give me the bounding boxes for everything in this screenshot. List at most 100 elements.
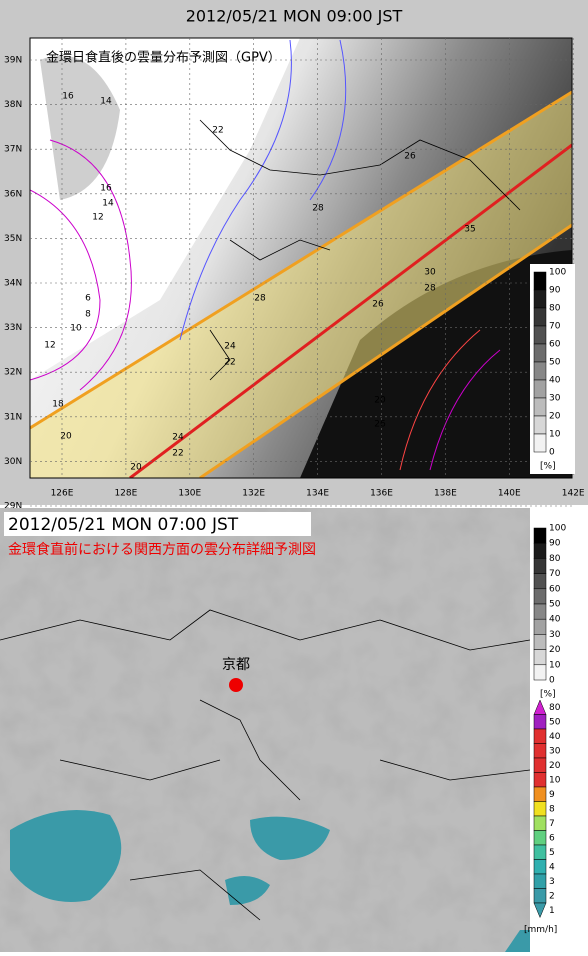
- contour-label: 14: [102, 199, 114, 209]
- lon-label: 142E: [562, 489, 585, 499]
- legend-unit: [%]: [540, 462, 556, 472]
- legend-tick: 4: [549, 862, 555, 872]
- top-title: 2012/05/21 MON 09:00 JST: [186, 7, 403, 26]
- legend-cell: [533, 888, 547, 904]
- legend-cell: [533, 859, 547, 875]
- legend-tick: 70: [549, 322, 561, 332]
- legend-cell: [533, 664, 547, 681]
- legend-tick: 70: [549, 569, 561, 579]
- legend-cell: [533, 634, 547, 650]
- bottom-map: [0, 508, 530, 952]
- legend-tick: 10: [549, 775, 561, 785]
- legend-cell: [533, 902, 547, 919]
- legend-tick: 6: [549, 833, 555, 843]
- legend-tick: 100: [549, 268, 566, 278]
- legend-cell: [533, 830, 547, 846]
- legend-tick: 1: [549, 906, 555, 916]
- legend-cell: [533, 603, 547, 620]
- bottom-subtitle: 金環食直前における関西方面の雲分布詳細予測図: [8, 541, 316, 558]
- legend-tick: 30: [549, 630, 561, 640]
- lon-label: 128E: [114, 489, 137, 499]
- lat-label: 39N: [4, 56, 22, 66]
- lat-label: 32N: [4, 368, 22, 378]
- legend-cell: [533, 772, 547, 788]
- contour-label: 20: [374, 396, 386, 406]
- lat-label: 35N: [4, 234, 22, 244]
- contour-label: 30: [424, 268, 436, 278]
- top-map: [30, 38, 572, 478]
- contour-label: 22: [172, 449, 183, 459]
- legend-tick: 90: [549, 286, 561, 296]
- contour-label: 22: [224, 358, 235, 368]
- legend-cell: [533, 649, 547, 666]
- contour-label: 28: [312, 204, 324, 214]
- contour-label: 20: [130, 463, 142, 473]
- contour-label: 28: [254, 294, 266, 304]
- lat-label: 30N: [4, 457, 22, 467]
- legend-cell: [533, 743, 547, 759]
- legend-cell: [533, 786, 547, 802]
- contour-label: 28: [424, 284, 436, 294]
- lon-label: 138E: [434, 489, 457, 499]
- legend-cell: [533, 271, 547, 291]
- legend-cell: [533, 714, 547, 730]
- legend-cell: [533, 558, 547, 574]
- legend-tick: 3: [549, 877, 555, 887]
- legend-tick: 5: [549, 848, 555, 858]
- top-map-border: [29, 37, 573, 479]
- lon-label: 130E: [178, 489, 201, 499]
- legend-cell: [533, 728, 547, 744]
- legend-cell: [533, 542, 547, 559]
- legend-cell: [533, 307, 547, 327]
- contour-label: 6: [85, 294, 91, 304]
- legend-unit: [mm/h]: [524, 925, 557, 935]
- legend-cell: [533, 801, 547, 817]
- legend-tick: 10: [549, 660, 561, 670]
- legend-cell: [533, 844, 547, 860]
- contour-label: 26: [404, 152, 416, 162]
- legend-cell: [533, 343, 547, 363]
- lat-label: 31N: [4, 412, 22, 422]
- contour-label: 26: [372, 300, 384, 310]
- kyoto-marker: [229, 678, 243, 692]
- legend-tick: 20: [549, 761, 561, 771]
- legend-tick: 60: [549, 340, 561, 350]
- lon-label: 134E: [306, 489, 329, 499]
- bottom-title-box: [4, 512, 311, 536]
- legend-tick: 40: [549, 376, 561, 386]
- legend-tick: 30: [549, 746, 561, 756]
- legend-tick: 8: [549, 804, 555, 814]
- city-label: 京都: [222, 657, 250, 673]
- legend-tick: 2: [549, 891, 555, 901]
- contour-label: 24: [224, 342, 236, 352]
- legend-tick: 20: [549, 412, 561, 422]
- contour-label: 14: [100, 97, 112, 107]
- legend-tick: 0: [549, 676, 555, 686]
- legend-tick: 0: [549, 448, 555, 458]
- legend-unit: [%]: [540, 690, 556, 700]
- legend-tick: 60: [549, 584, 561, 594]
- contour-label: 16: [62, 92, 74, 102]
- legend-tick: 9: [549, 790, 555, 800]
- contour-label: 26: [374, 420, 386, 430]
- legend-tick: 50: [549, 358, 561, 368]
- legend-tick: 7: [549, 819, 555, 829]
- contour-label: 16: [100, 184, 112, 194]
- lat-label: 37N: [4, 145, 22, 155]
- lat-label: 29N: [4, 502, 22, 512]
- lat-label: 34N: [4, 279, 22, 289]
- contour-label: 22: [212, 126, 223, 136]
- lat-label: 36N: [4, 189, 22, 199]
- contour-label: 10: [70, 324, 82, 334]
- lat-label: 33N: [4, 323, 22, 333]
- legend-cell: [533, 415, 547, 435]
- legend-cell: [533, 815, 547, 831]
- legend-cell: [533, 618, 547, 635]
- legend-cell: [533, 588, 547, 605]
- legend-tick: 40: [549, 732, 561, 742]
- legend-tick: 90: [549, 539, 561, 549]
- legend-tick: 80: [549, 703, 561, 713]
- contour-label: 8: [85, 310, 91, 320]
- legend-cell: [533, 361, 547, 381]
